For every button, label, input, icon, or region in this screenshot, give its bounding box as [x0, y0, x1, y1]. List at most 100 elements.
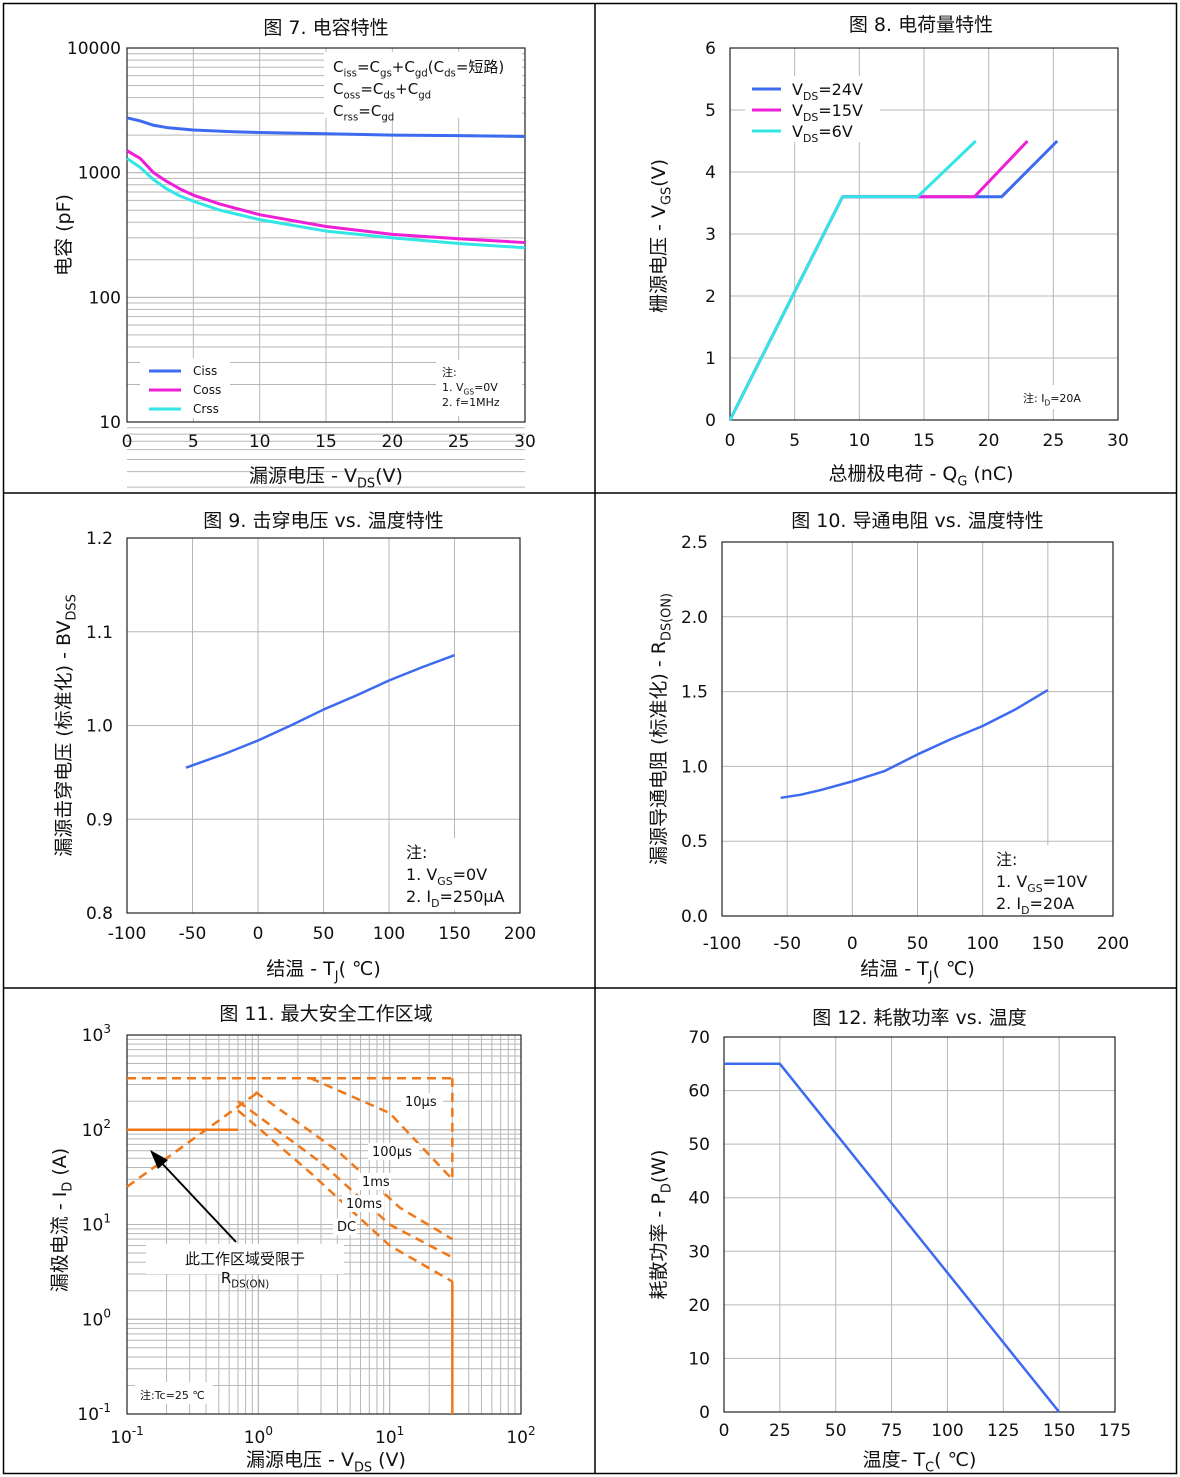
x-axis-label: 结温 - TJ( ℃) [860, 958, 975, 985]
annotation-box [146, 1244, 344, 1274]
note-line: 1. VGS=0V [406, 865, 487, 888]
power-dissipation-chart: 0 25 50 75 100 125 150 175 0 10 20 30 40 50 60 70 图 12. … [648, 1007, 1131, 1476]
y-tick-label: 0 [699, 1403, 710, 1423]
y-tick-label: 2.0 [681, 608, 708, 628]
x-tick-label: 15 [913, 431, 935, 451]
x-tick-label: 30 [1107, 431, 1129, 451]
x-tick-label: 175 [1099, 1421, 1131, 1441]
formula-line: Coss=Cds+Cgd [333, 80, 431, 102]
plot-frame [721, 541, 1114, 917]
x-tick-label: 10-1 [110, 1424, 144, 1448]
label-bg [368, 1143, 419, 1160]
curve-label: 10ms [346, 1197, 382, 1212]
x-tick-label: 10 [249, 432, 271, 452]
x-tick-label: 150 [1043, 1421, 1075, 1441]
label-bg [342, 1195, 384, 1212]
formula-line: Crss=Cgd [333, 102, 394, 124]
y-tick-label: 100 [82, 1306, 111, 1330]
y-tick-label: 0 [705, 411, 716, 431]
y-tick-label: 1.0 [681, 757, 708, 777]
annotation-text: 此工作区域受限于 [185, 1250, 305, 1268]
y-tick-label: 40 [688, 1189, 710, 1209]
x-tick-label: 0 [725, 431, 736, 451]
x-tick-label: 25 [769, 1421, 791, 1441]
on-resistance-chart: -100 -50 0 50 100 150 200 0.0 0.5 1.0 1.5 2.0 2.5 图 1… [648, 510, 1129, 985]
y-tick-label: 10 [688, 1349, 710, 1369]
series-line [126, 1091, 260, 1188]
y-tick-label: 1.2 [86, 529, 113, 549]
y-tick-label: 1.0 [86, 717, 113, 737]
note-box [1015, 385, 1105, 409]
x-tick-label: 0 [847, 934, 858, 954]
y-tick-label: 103 [82, 1022, 111, 1046]
note-label: 注:Tc=25 ℃ [140, 1388, 205, 1402]
chart-title: 图 12. 耗散功率 vs. 温度 [812, 1007, 1027, 1029]
breakdown-voltage-chart: -100 -50 0 50 100 150 200 0.8 0.9 1.0 1.1 1.2 图 9. 击… [53, 510, 536, 985]
x-axis-label: 温度- TC( ℃) [863, 1449, 977, 1476]
y-tick-label: 2 [705, 287, 716, 307]
y-tick-label: 1000 [78, 164, 121, 184]
y-tick-label: 102 [82, 1117, 111, 1141]
y-tick-label: 5 [705, 101, 716, 121]
series-line-coss [126, 149, 526, 245]
chart-title: 图 11. 最大安全工作区域 [219, 1003, 432, 1025]
y-tick-label: 0.5 [681, 832, 708, 852]
series-line [185, 654, 455, 769]
note-line: 1. VGS=0V [442, 381, 498, 396]
x-tick-label: 20 [382, 432, 404, 452]
y-tick-label: 0.9 [86, 810, 113, 830]
y-tick-label: 20 [688, 1296, 710, 1316]
plot-frame [126, 1034, 522, 1415]
chart-title: 图 7. 电容特性 [263, 17, 388, 39]
y-tick-label: 10 [99, 413, 121, 433]
plot-frame [723, 1036, 1116, 1413]
formula-line: Ciss=Cgs+Cgd(Cds=短路) [333, 58, 504, 80]
y-tick-label: 0.0 [681, 907, 708, 927]
x-tick-label: -50 [179, 924, 207, 944]
legend-label: VDS=6V [792, 122, 853, 145]
label-bg [333, 1218, 357, 1235]
x-tick-label: 15 [315, 432, 337, 452]
x-tick-label: 150 [438, 924, 470, 944]
x-tick-label: 0 [719, 1421, 730, 1441]
legend-label: VDS=24V [792, 80, 863, 103]
y-tick-label: 50 [688, 1135, 710, 1155]
y-tick-label: 4 [705, 163, 716, 183]
chart-title: 图 9. 击穿电压 vs. 温度特性 [203, 510, 443, 532]
plot-frame [126, 537, 521, 914]
annotation-arrowhead [150, 1150, 168, 1169]
note-line: 2. ID=20A [996, 894, 1074, 917]
y-tick-label: 2.5 [681, 533, 708, 553]
series-line [310, 1077, 454, 1183]
note-box [988, 845, 1106, 915]
note-title: 注: [406, 843, 427, 862]
series-line-ciss [126, 116, 526, 139]
series-line [254, 1091, 453, 1241]
x-tick-label: 101 [375, 1424, 404, 1448]
y-axis-label: 漏源击穿电压 (标准化) - BVDSS [53, 594, 80, 857]
x-tick-label: 100 [931, 1421, 963, 1441]
note-line: 1. VGS=10V [996, 872, 1087, 895]
series-line [780, 689, 1049, 800]
x-axis-label: 漏源电压 - VDS(V) [249, 465, 403, 492]
x-tick-label: 25 [1043, 431, 1065, 451]
legend-label: Crss [193, 402, 219, 416]
y-axis-label: 电容 (pF) [53, 194, 75, 276]
x-axis-label: 漏源电压 - VDS (V) [246, 1449, 406, 1476]
x-tick-label: -50 [773, 934, 801, 954]
curve-label: DC [337, 1220, 356, 1235]
y-tick-label: 3 [705, 225, 716, 245]
label-bg [358, 1173, 391, 1190]
note-title: 注: [442, 365, 457, 379]
series-line [127, 1076, 454, 1085]
y-axis-label: 漏源导通电阻 (标准化) - RDS(ON) [648, 593, 675, 865]
y-tick-label: 1.1 [86, 623, 113, 643]
x-tick-label: 30 [514, 432, 536, 452]
x-tick-label: 100 [244, 1424, 273, 1448]
plot-frame [729, 47, 1119, 421]
y-tick-label: 10-1 [77, 1401, 111, 1425]
y-tick-label: 101 [82, 1212, 111, 1236]
x-tick-label: 50 [907, 934, 929, 954]
x-tick-label: 200 [1097, 934, 1129, 954]
